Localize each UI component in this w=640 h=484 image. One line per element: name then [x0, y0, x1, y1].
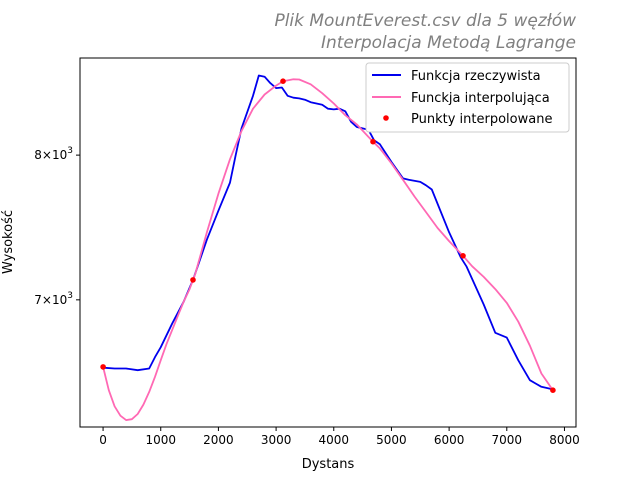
y-tick-label: 8×103 — [34, 146, 73, 162]
legend-label-funckja-interpolujaca: Funckja interpolująca — [411, 91, 550, 106]
x-tick-label: 1000 — [145, 433, 176, 447]
y-axis: 7×103 8×103 — [34, 146, 80, 307]
data-point-punkty-interpolowane — [100, 364, 106, 370]
chart-subtitle: Interpolacja Metodą Lagrange — [320, 33, 576, 53]
chart-title: Plik MountEverest.csv dla 5 węzłów — [274, 11, 576, 31]
x-tick-label: 3000 — [261, 433, 292, 447]
y-tick-label: 7×103 — [34, 291, 73, 307]
x-axis: 0 1000 2000 3000 4000 5000 6000 7000 8000 — [99, 427, 580, 447]
x-tick-label: 0 — [99, 433, 107, 447]
x-tick-label: 7000 — [492, 433, 523, 447]
plot-frame — [79, 57, 577, 428]
x-tick-label: 8000 — [549, 433, 580, 447]
legend-box — [365, 62, 570, 133]
data-point-punkty-interpolowane — [460, 253, 466, 259]
data-point-punkty-interpolowane — [550, 387, 556, 394]
data-point-punkty-interpolowane — [190, 277, 196, 283]
x-axis-label: Dystans — [302, 457, 355, 472]
data-point-punkty-interpolowane — [370, 138, 376, 145]
chart-title-block: Plik MountEverest.csv dla 5 węzłów Inter… — [274, 10, 576, 54]
series-layer — [100, 74, 556, 422]
y-axis-label: Wysokość — [1, 210, 16, 274]
legend: Funkcja rzeczywista Funckja interpolując… — [365, 62, 570, 133]
x-tick-label: 2000 — [203, 433, 234, 447]
x-tick-label: 4000 — [318, 433, 349, 447]
plot-area — [79, 57, 577, 428]
legend-marker-punkty-interpolowane — [383, 115, 389, 121]
data-point-punkty-interpolowane — [280, 78, 286, 84]
legend-label-punkty-interpolowane: Punkty interpolowane — [411, 112, 552, 127]
x-tick-label: 6000 — [434, 433, 465, 447]
x-tick-label: 5000 — [376, 433, 407, 447]
legend-label-funkcja-rzeczywista: Funkcja rzeczywista — [411, 69, 541, 84]
series-line-funckja-interpolujaca — [102, 78, 554, 422]
